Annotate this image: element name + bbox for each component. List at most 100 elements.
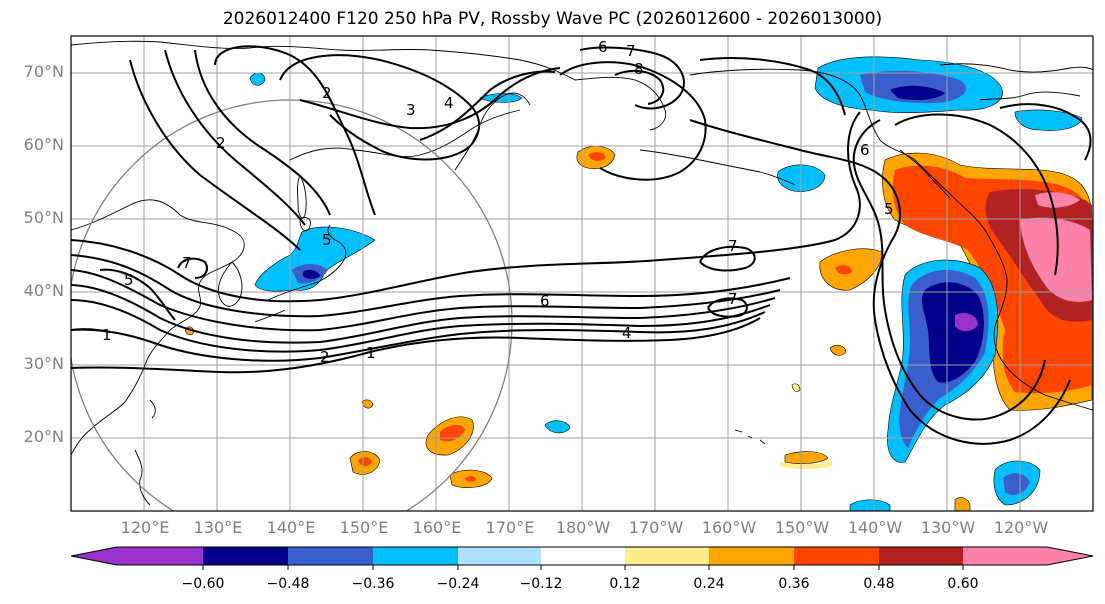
colorbar-bin-7: [625, 547, 709, 565]
contour-labels: 1 2 2 3 4 5 5 6 6 7 7 7 7 8 1 2 4 5 6: [102, 38, 894, 366]
shade-tropical-red-2: [358, 457, 372, 467]
contour-7-loop: [559, 61, 707, 181]
contour-big-2: [164, 49, 306, 226]
shade-hawaii-blue: [849, 499, 891, 511]
contour-4: [71, 284, 776, 344]
lon-label-150w: 150°W: [774, 518, 830, 537]
shade-canada-blue: [1014, 109, 1083, 131]
shade-kamchatka-red: [588, 152, 606, 162]
colorbar-extend-low: [71, 547, 117, 565]
colorbar-bin-1: [117, 547, 203, 565]
colorbar: [70, 546, 1094, 570]
colorbar-bin-8: [709, 547, 794, 565]
lat-label-40n: 40°N: [23, 281, 64, 300]
shade-northpac-red: [835, 265, 852, 275]
coast-alaska: [689, 68, 1093, 411]
lon-label-160e: 160°E: [412, 518, 462, 537]
clabel-5-japan: 5: [322, 231, 332, 249]
clabel-5-asia: 5: [124, 271, 134, 289]
colorbar-bin-4: [373, 547, 458, 565]
shade-se-blue-core: [1003, 473, 1030, 495]
coast-canada-arctic: [939, 63, 1093, 101]
coast-chukotka: [574, 76, 667, 131]
coast-aleutians: [639, 149, 796, 186]
clabel-3: 3: [406, 101, 416, 119]
clabel-2-north: 2: [322, 84, 332, 102]
clabel-1-west: 1: [102, 326, 112, 344]
pv-contours: [71, 45, 1092, 445]
shade-westcoast-pink: [1020, 217, 1092, 302]
contour-east-5: [689, 119, 1071, 445]
highlight-circle: [71, 99, 513, 511]
cb-label-2: −0.48: [266, 576, 310, 592]
clabel-1-jet: 1: [366, 344, 376, 362]
lat-label-50n: 50°N: [23, 208, 64, 227]
clabel-5-east: 5: [884, 200, 894, 218]
coast-japan: [254, 217, 347, 323]
colorbar-bin-5: [458, 547, 541, 565]
contour-7-small-2: [707, 297, 748, 318]
shade-small-orange-6: [361, 399, 374, 409]
contour-1: [71, 317, 761, 374]
contour-5: [71, 269, 781, 332]
shade-japan-purple: [303, 269, 320, 279]
contour-big-3: [194, 49, 331, 216]
colorbar-extend-high: [1047, 547, 1093, 565]
coastlines: [71, 40, 1093, 506]
clabel-2-jet: 2: [320, 348, 330, 366]
shade-tropical-yellow-4: [780, 460, 832, 469]
cb-label-1: −0.60: [181, 576, 225, 592]
shade-small-orange-5: [829, 344, 847, 356]
shade-centralpac-blue-core: [921, 282, 984, 383]
colorbar-bin-9: [794, 547, 879, 565]
clabel-4-jet: 4: [622, 324, 632, 342]
gridlines: [71, 36, 1093, 511]
cb-label-8: 0.36: [778, 576, 810, 592]
contour-7-asia: [177, 257, 208, 279]
pv-shading: [184, 56, 1093, 511]
cb-label-6: 0.12: [609, 576, 641, 592]
coast-siberia-north: [71, 40, 576, 81]
cb-label-5: −0.12: [519, 576, 563, 592]
shade-centralpac-purple: [955, 313, 978, 332]
colorbar-ticks: [202, 565, 964, 570]
shade-westcoast-pink-north: [1035, 192, 1080, 208]
clabel-7-small-1: 7: [728, 237, 738, 255]
clabel-6-east: 6: [860, 141, 870, 159]
cb-label-9: 0.48: [863, 576, 895, 592]
clabel-6-north: 6: [598, 38, 608, 56]
coast-bc-islands: [899, 149, 951, 199]
lon-label-160w: 160°W: [701, 518, 757, 537]
coast-asia-east: [71, 199, 245, 456]
lon-label-180w: 180°W: [555, 518, 611, 537]
shade-small-orange-9: [791, 383, 801, 392]
lat-label-20n: 20°N: [23, 427, 64, 446]
contour-1-asia: [71, 328, 111, 333]
colorbar-bin-11: [963, 547, 1047, 565]
contour-5-asia: [99, 268, 176, 321]
contour-6-loop: [579, 46, 685, 110]
lon-label-120w: 120°W: [993, 518, 1049, 537]
coast-taiwan-philippines: [134, 399, 156, 506]
clabel-2-west: 2: [216, 134, 226, 152]
lon-label-170e: 170°E: [485, 518, 535, 537]
coast-sakhalin: [297, 174, 307, 219]
coast-hawaii: [734, 429, 766, 445]
lat-label-60n: 60°N: [23, 135, 64, 154]
shade-small-orange-7: [954, 497, 971, 511]
shade-tropical-red-3: [465, 476, 476, 482]
contour-east-6: [852, 119, 1046, 421]
shade-tropical-red-1: [440, 424, 465, 442]
lon-label-130e: 130°E: [193, 518, 243, 537]
colorbar-bin-6: [541, 547, 625, 565]
cb-label-7: 0.24: [693, 576, 725, 592]
contour-3: [71, 299, 771, 353]
lon-label-140e: 140°E: [266, 518, 316, 537]
clabel-7-north: 7: [626, 42, 636, 60]
lat-label-70n: 70°N: [23, 62, 64, 81]
contour-2-loop: [279, 54, 480, 161]
colorbar-bin-10: [879, 547, 963, 565]
contour-east-8: [999, 103, 1092, 161]
